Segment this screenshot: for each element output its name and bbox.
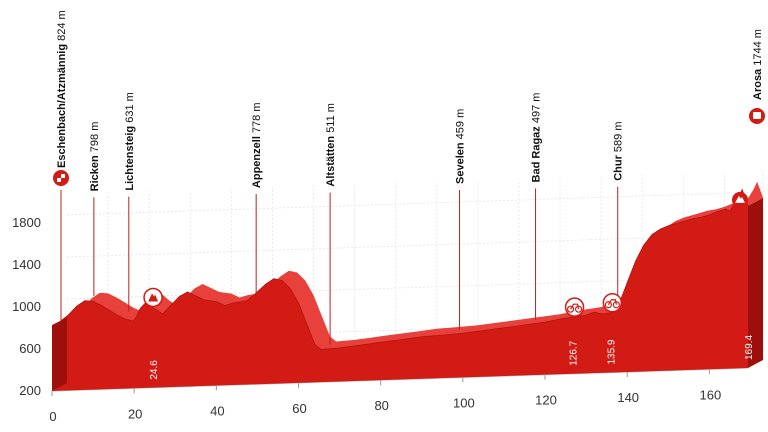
checkpoint-label: Eschenbach/Atzmännig 824 m [56,10,68,168]
finish-icon-inner [753,112,761,119]
checkpoint-name: Arosa [752,66,764,100]
checkpoint-name: Eschenbach/Atzmännig [56,41,68,168]
checkpoint-altitude: 778 m [251,102,263,133]
checkpoint-altitude: 459 m [455,109,467,140]
checkpoint-altitude: 631 m [124,92,136,123]
checkpoint-layer: Eschenbach/Atzmännig 824 m Ricken 798 m Li… [53,10,765,345]
sprint-icon-frame [607,299,617,306]
x-tick-label: 140 [617,390,639,405]
checkpoint-label: Arosa 1744 m [752,29,764,100]
checkpoint-label: Ricken 798 m [89,122,101,192]
y-tick-label: 1000 [12,299,41,314]
grid-line-y [66,191,764,216]
climb-icon-mountain [148,293,159,302]
marker-layer: 24.6 126.7 135.9 169.4 [143,287,755,380]
profile-layer [51,181,763,391]
y-tick-label: 600 [19,341,41,356]
summit-icon-mountain [735,195,745,203]
checkpoint-altitude: 1744 m [752,29,764,66]
profile-ridge-line [51,188,749,350]
checkpoint-label: Chur 589 m [613,121,625,180]
checkpoint-altitude: 511 m [325,103,337,133]
checkpoint-label: Lichtensteig 631 m [124,92,136,190]
start-flag-icon-checker [61,178,65,182]
checkpoint-name: Appenzell [251,133,263,188]
x-tick-label: 100 [453,395,475,410]
checkpoint-name: Altstätten [325,133,337,187]
checkpoint-name: Ricken [89,152,101,191]
sprint-icon-frame [570,303,580,310]
y-tick-label: 200 [19,383,41,398]
grid-line-y [66,233,764,258]
km-marker-label: 24.6 [149,360,160,380]
x-tick-label: 40 [210,404,224,419]
sprint-icon-wheel [566,305,575,313]
start-flag-icon-checker [57,174,61,178]
x-tick-label: 160 [700,387,722,402]
checkpoint-label: Appenzell 778 m [251,102,263,188]
y-tick-label: 1800 [12,215,41,230]
km-marker-label: 169.4 [744,335,755,360]
checkpoint-label: Altstätten 511 m [325,103,337,187]
x-tick-label: 60 [292,401,306,416]
checkpoint-name: Chur [613,152,625,181]
profile-start-cap [52,317,67,391]
checkpoint-name: Bad Ragaz [531,123,543,182]
checkpoint-altitude: 798 m [89,122,101,153]
checkpoint-name: Sevelen [455,139,467,184]
checkpoint-altitude: 497 m [531,93,543,124]
checkpoint-name: Lichtensteig [124,123,136,191]
x-tick-label: 0 [49,409,56,424]
checkpoint-label: Bad Ragaz 497 m [531,93,543,183]
x-tick-label: 20 [128,406,142,421]
profile-front-face [52,189,748,391]
checkpoint-altitude: 824 m [56,10,68,41]
checkpoint-label: Sevelen 459 m [455,109,467,184]
y-tick-label: 1400 [12,257,41,272]
sprint-icon-wheel [604,301,612,309]
profile-end-cap [748,197,763,368]
x-tick-label: 120 [535,393,557,408]
x-tick-label: 80 [374,398,388,413]
km-marker-label: 135.9 [606,339,617,364]
checkpoint-altitude: 589 m [613,121,625,152]
km-marker-label: 126.7 [569,340,580,365]
